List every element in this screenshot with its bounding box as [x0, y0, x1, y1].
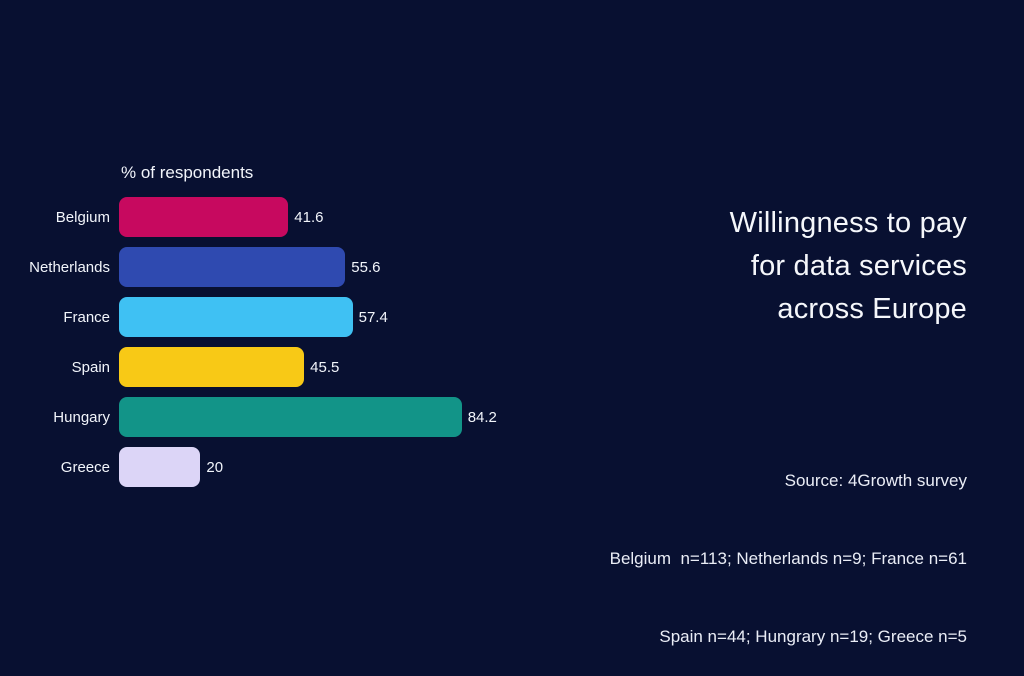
- bar-belgium: [119, 197, 289, 237]
- value-label: 45.5: [310, 358, 340, 376]
- bar-rows: Belgium 41.6 Netherlands 55.6 France 57.4 Spai…: [0, 197, 497, 487]
- bar-row: Netherlands 55.6: [0, 247, 497, 287]
- value-label: 57.4: [358, 308, 388, 326]
- category-label-france: France: [63, 308, 110, 326]
- value-label: 41.6: [294, 208, 324, 226]
- value-label: 20: [206, 458, 224, 476]
- category-label-greece: Greece: [60, 458, 110, 476]
- bar-row: Spain 45.5: [0, 347, 497, 387]
- value-label: 55.6: [351, 258, 381, 276]
- slide-title: Willingness to pay for data services acr…: [730, 202, 967, 331]
- category-label-hungary: Hungary: [53, 408, 110, 426]
- bar-row: Hungary 84.2: [0, 397, 497, 437]
- source-note-line: Spain n=44; Hungrary n=19; Greece n=5: [659, 627, 967, 646]
- bar-france: [119, 297, 353, 337]
- bar-netherlands: [119, 247, 346, 287]
- bar-row: Greece 20: [0, 447, 497, 487]
- bar-row: France 57.4: [0, 297, 497, 337]
- source-note: Source: 4Growth survey Belgium n=113; Ne…: [610, 416, 967, 676]
- slide-title-line: Willingness to pay: [729, 207, 967, 239]
- bar-greece: [119, 447, 201, 487]
- category-label-spain: Spain: [71, 358, 110, 376]
- source-note-line: Source: 4Growth survey: [784, 471, 967, 490]
- bar-row: Belgium 41.6: [0, 197, 497, 237]
- slide-title-line: for data services: [750, 250, 967, 282]
- category-label-netherlands: Netherlands: [29, 258, 110, 276]
- bar-spain: [119, 347, 305, 387]
- category-label-belgium: Belgium: [55, 208, 110, 226]
- source-note-line: Belgium n=113; Netherlands n=9; France n…: [609, 549, 967, 568]
- bar-chart: % of respondents Belgium 41.6 Netherlands 5…: [0, 163, 497, 497]
- slide-title-line: across Europe: [777, 293, 967, 325]
- chart-axis-title: % of respondents: [121, 163, 254, 182]
- value-label: 84.2: [467, 408, 497, 426]
- bar-hungary: [119, 397, 462, 437]
